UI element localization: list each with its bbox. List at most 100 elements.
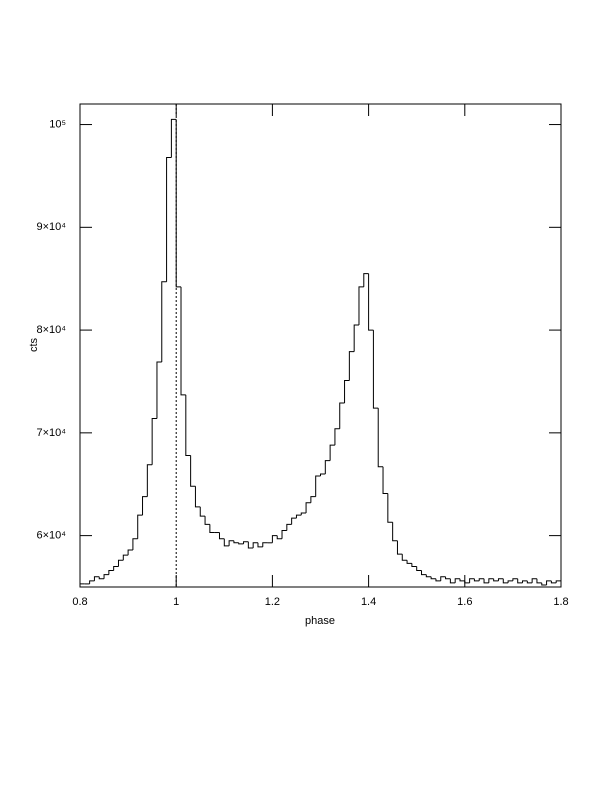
histogram-step (464, 580, 470, 584)
histogram-step (320, 473, 326, 477)
histogram-step (93, 576, 100, 581)
y-tick-label: 10⁵ (49, 118, 66, 130)
histogram-step (194, 486, 201, 508)
histogram-step (348, 351, 355, 381)
histogram-step (546, 580, 552, 585)
histogram-step (493, 578, 499, 582)
histogram-step (430, 576, 436, 580)
histogram-step (392, 522, 398, 542)
histogram-step (531, 578, 537, 583)
histogram-step (324, 460, 331, 474)
histogram-step (161, 281, 167, 362)
histogram-step (363, 273, 369, 287)
histogram-step (445, 576, 451, 580)
histogram-step (334, 428, 340, 446)
histogram-step (406, 560, 412, 564)
histogram-step (137, 514, 143, 539)
histogram-step (170, 118, 177, 158)
histogram-step (315, 475, 321, 497)
histogram-step (454, 578, 460, 583)
histogram-step (440, 576, 446, 581)
histogram-step (550, 580, 557, 584)
histogram-step (238, 542, 244, 545)
histogram-step (108, 570, 114, 575)
histogram-step (368, 273, 374, 331)
histogram-step (218, 532, 225, 540)
histogram-step (281, 529, 287, 539)
histogram-step (512, 578, 518, 581)
y-tick-label: 8×10⁴ (36, 324, 66, 336)
histogram-step (310, 496, 316, 503)
histogram-step (469, 578, 475, 583)
histogram-step (536, 578, 542, 584)
histogram-step (271, 535, 278, 543)
histogram-step (180, 286, 186, 396)
histogram-step (344, 379, 350, 404)
x-axis-label: phase (305, 615, 335, 627)
histogram-step (156, 361, 162, 419)
histogram-step (204, 516, 210, 525)
histogram-step (305, 502, 311, 514)
histogram-step (132, 538, 138, 551)
histogram-step (228, 540, 234, 546)
histogram-step (459, 578, 465, 582)
histogram-step (401, 554, 408, 561)
histogram-step (151, 417, 157, 465)
histogram-step (300, 512, 307, 516)
histogram-step (522, 580, 528, 583)
histogram-step (425, 574, 432, 578)
histogram-step (276, 535, 283, 540)
y-axis-label: cts (28, 337, 40, 352)
histogram-step (416, 566, 422, 572)
histogram-step (329, 444, 335, 461)
histogram-step (79, 583, 85, 587)
histogram-step (502, 578, 509, 584)
histogram-step (421, 570, 427, 576)
histogram-step (555, 580, 561, 583)
histogram-step (483, 578, 489, 584)
histogram-step (262, 542, 268, 547)
histogram-step (185, 394, 191, 456)
x-tick-label: 0.8 (72, 596, 87, 608)
histogram-step (435, 578, 441, 582)
plot-frame (79, 103, 562, 588)
histogram-step (223, 538, 230, 547)
x-tick-label: 1 (173, 596, 179, 608)
histogram-step (295, 514, 302, 519)
histogram-step (339, 402, 345, 429)
histogram-step (89, 580, 95, 584)
x-tick-label: 1.6 (457, 596, 472, 608)
histogram-step (252, 542, 258, 548)
histogram-step (257, 542, 263, 548)
histogram-step (396, 540, 403, 555)
histogram-step (247, 541, 254, 549)
histogram-step (117, 559, 124, 567)
histogram-step (449, 578, 456, 584)
histogram-step (175, 119, 182, 288)
histogram-step (142, 496, 148, 516)
histogram-step (372, 330, 379, 409)
histogram-step (122, 554, 129, 561)
histogram-step (233, 540, 239, 544)
histogram-step (199, 506, 206, 517)
histogram-step (488, 578, 494, 583)
histogram-step (146, 464, 153, 497)
y-tick-label: 9×10⁴ (36, 221, 66, 233)
histogram-step (209, 524, 215, 534)
histogram-step (113, 565, 119, 571)
histogram-step (353, 324, 359, 352)
histogram-step (286, 523, 292, 531)
histogram-step (291, 517, 297, 525)
histogram-step (473, 578, 480, 582)
x-tick-label: 1.2 (265, 596, 280, 608)
histogram-step (190, 455, 196, 487)
histogram-step (127, 549, 133, 556)
histogram-step (387, 493, 393, 523)
y-tick-label: 7×10⁴ (36, 427, 66, 439)
histogram-step (411, 563, 417, 567)
histogram-step (526, 580, 533, 584)
histogram-step (382, 466, 388, 494)
histogram-step (478, 578, 485, 581)
